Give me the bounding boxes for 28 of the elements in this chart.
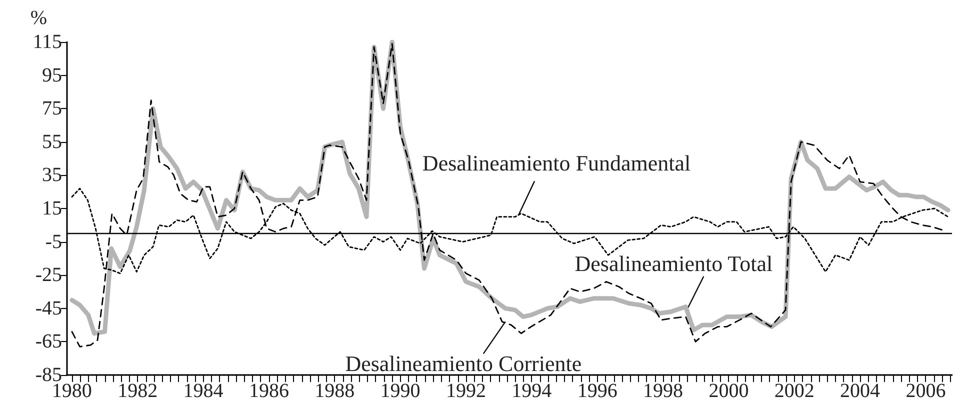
x-tick-label: 1984 — [183, 380, 224, 402]
y-tick-label: 75 — [42, 98, 62, 120]
x-tick-label: 2004 — [840, 380, 880, 402]
x-tick-label: 2000 — [708, 380, 749, 402]
x-tick-label: 1980 — [52, 380, 92, 402]
x-tick-label: 1990 — [380, 380, 420, 402]
x-tick-label: 1988 — [314, 380, 355, 402]
y-tick-label: 35 — [42, 164, 62, 186]
annotation: Desalineamiento Fundamental — [422, 150, 691, 176]
x-tick-label: 1996 — [577, 380, 618, 402]
y-tick-label: 115 — [32, 31, 62, 53]
y-tick-label: 55 — [42, 130, 62, 153]
y-tick-label: -65 — [35, 330, 62, 353]
y-tick-label: 95 — [42, 64, 62, 86]
y-tick-label: -45 — [35, 297, 62, 320]
y-tick-label: -5 — [45, 230, 62, 253]
y-tick-label: 15 — [42, 198, 62, 220]
annotation: Desalineamiento Total — [574, 250, 773, 276]
y-axis-title: % — [30, 7, 47, 29]
x-tick-label: 2006 — [906, 380, 946, 402]
annotation: Desalineamiento Corriente — [345, 351, 582, 376]
x-tick-label: 2002 — [774, 380, 814, 402]
x-tick-label: 1998 — [643, 380, 684, 402]
x-tick-label: 1982 — [118, 380, 158, 402]
x-tick-label: 1986 — [248, 380, 289, 402]
x-tick-label: 1994 — [512, 380, 552, 402]
x-tick-label: 1992 — [446, 380, 486, 402]
y-tick-label: -25 — [35, 264, 62, 286]
